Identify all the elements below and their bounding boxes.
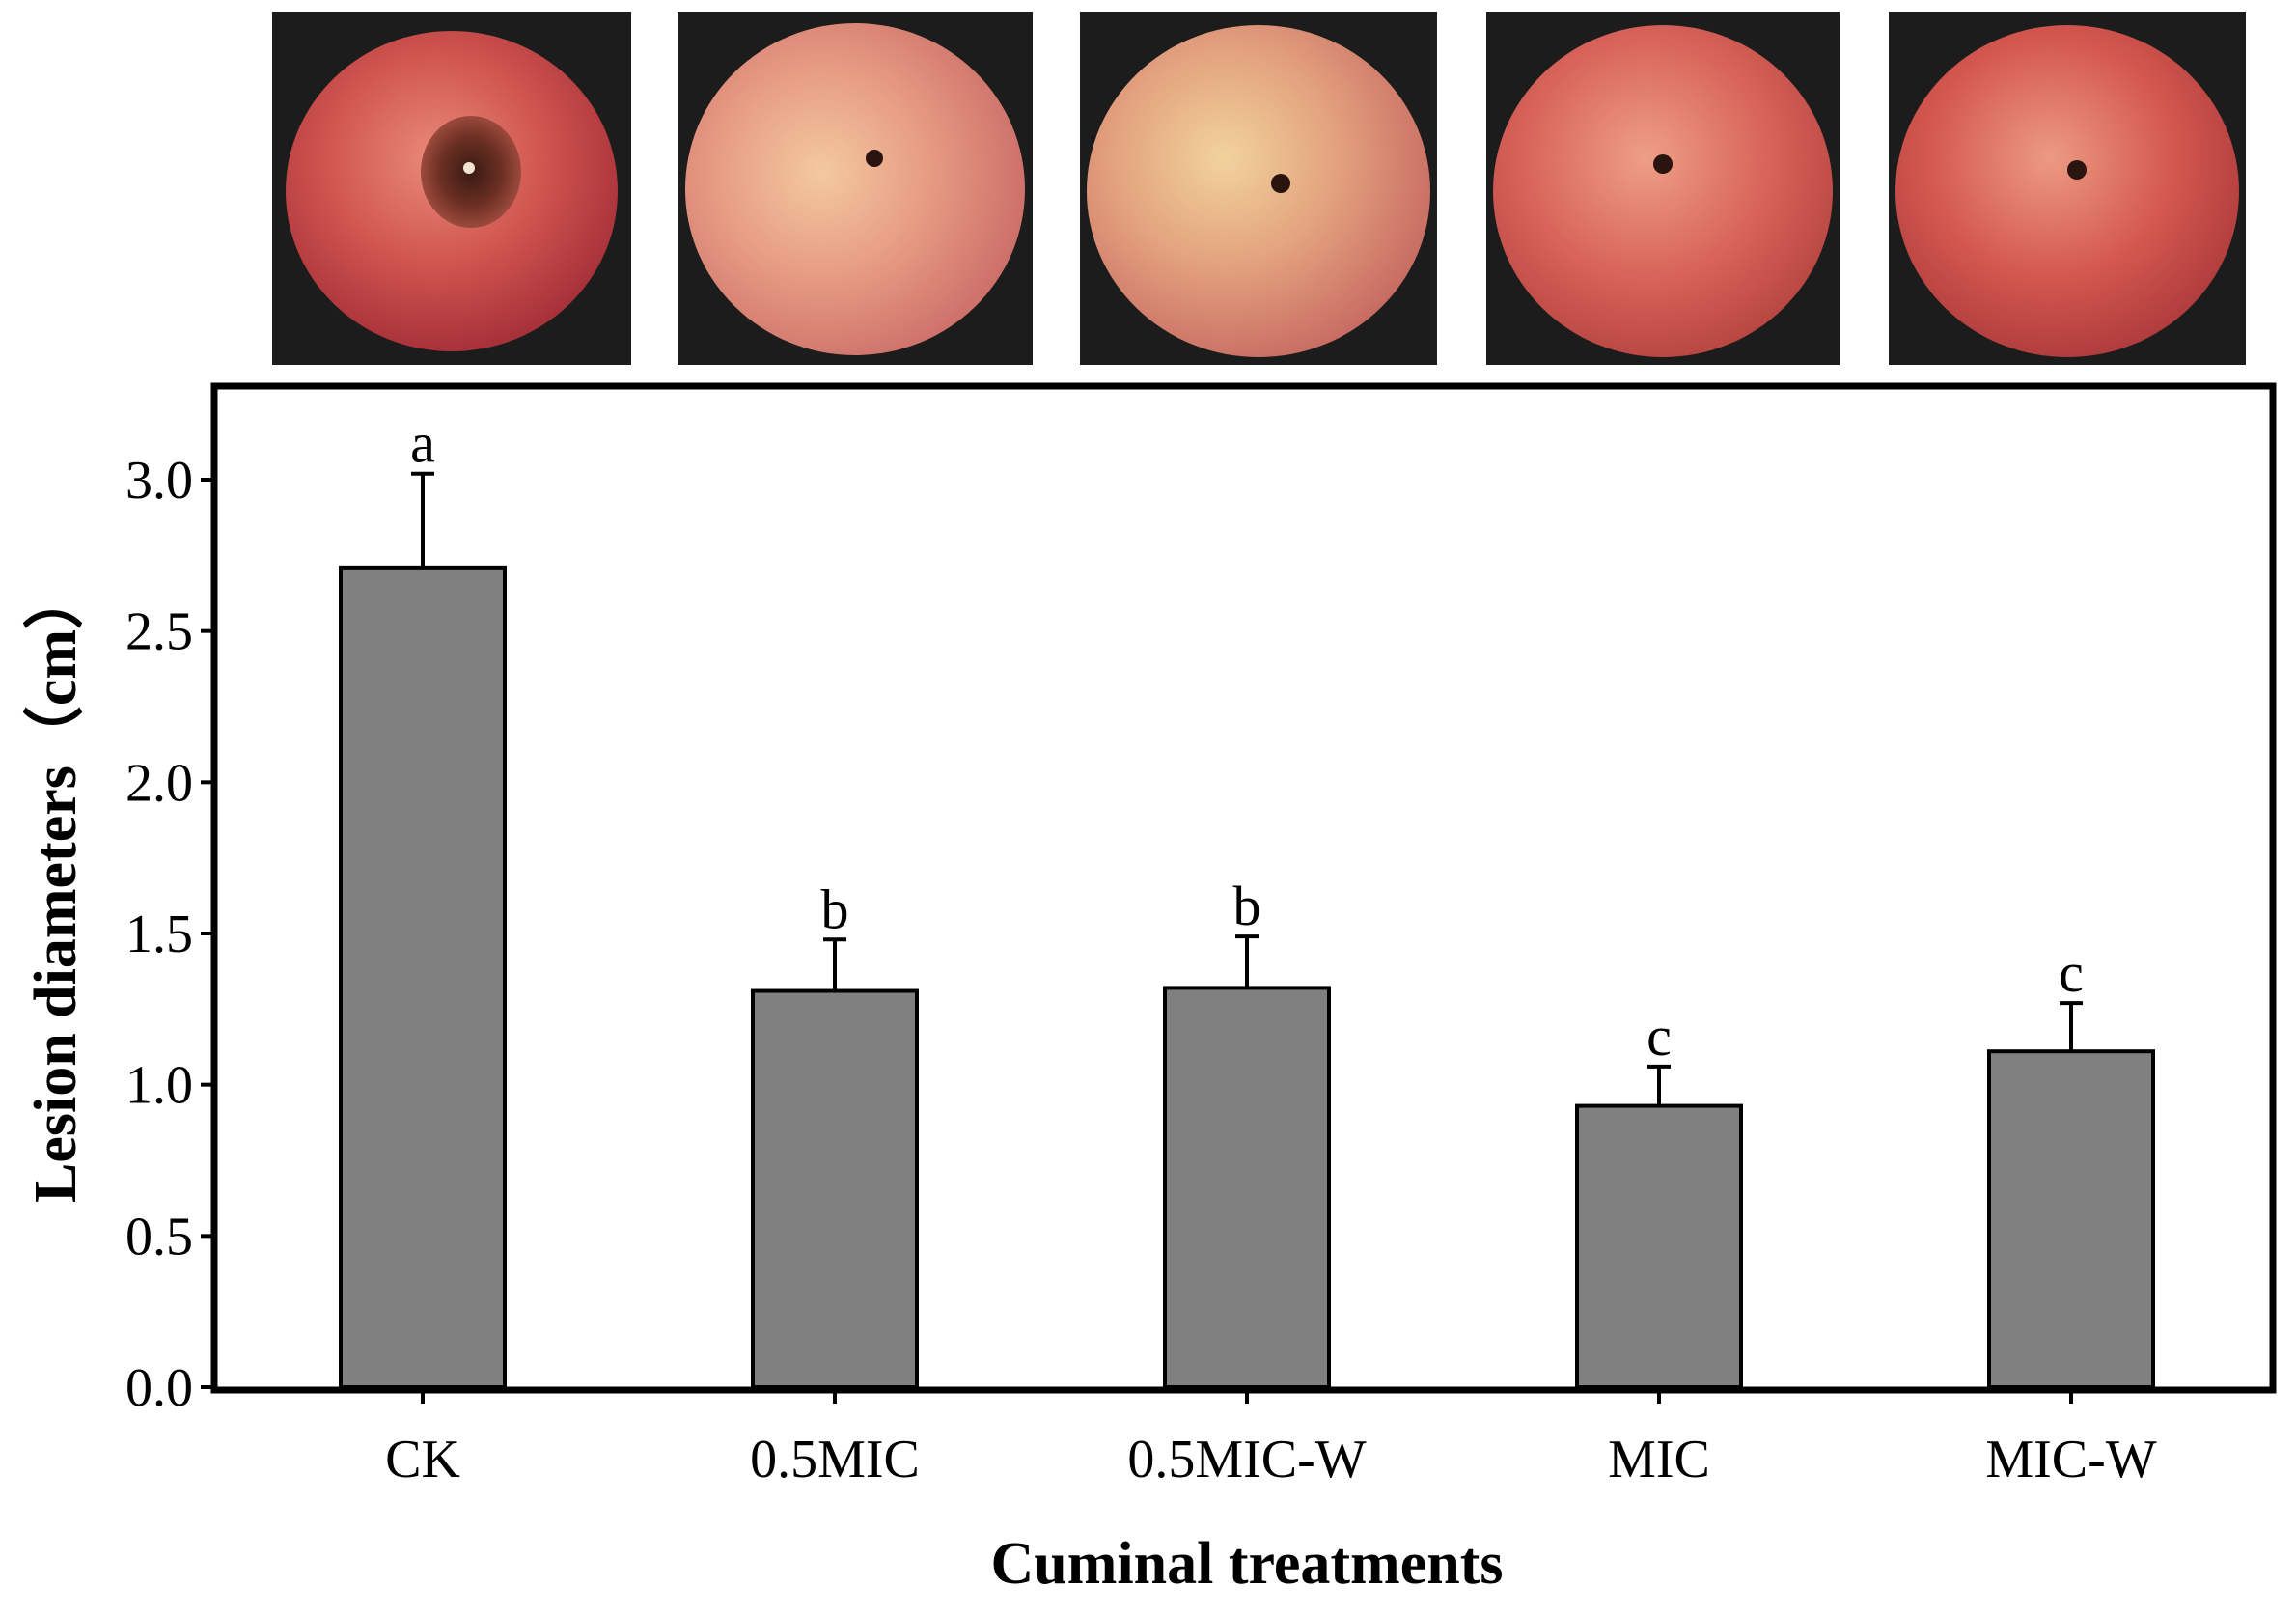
apple-photo-05mic-w bbox=[1080, 12, 1437, 365]
y-tick-label-0: 0.0 bbox=[125, 1358, 193, 1418]
y-tick-label-2: 1.0 bbox=[125, 1056, 193, 1116]
bar-05mic-w bbox=[1163, 986, 1331, 1390]
y-axis-title: Lesion diameters（cm） bbox=[21, 570, 89, 1203]
plot-frame bbox=[210, 382, 2277, 1394]
x-axis: CK 0.5MIC 0.5MIC-W MIC MIC-W bbox=[385, 1390, 2157, 1490]
y-tick-label-4: 2.0 bbox=[125, 753, 193, 813]
significance-labels: a b b c c bbox=[410, 412, 2084, 1068]
y-tick-label-6: 3.0 bbox=[125, 451, 193, 511]
significance-label-05mic: b bbox=[821, 877, 849, 940]
apple-photo-05mic bbox=[678, 12, 1033, 365]
y-tick-label-3: 1.5 bbox=[125, 905, 193, 964]
significance-label-mic: c bbox=[1646, 1005, 1672, 1068]
significance-label-05mic-w: b bbox=[1233, 875, 1261, 937]
apple-mic-image bbox=[1493, 25, 1833, 357]
apple-photo-ck bbox=[272, 12, 631, 365]
x-tick-label-05mic-w: 0.5MIC-W bbox=[1127, 1430, 1366, 1490]
x-tick-label-ck: CK bbox=[385, 1430, 460, 1490]
apple-05mic-image bbox=[685, 23, 1025, 355]
error-bars-layer bbox=[411, 471, 2083, 1106]
x-tick-label-mic: MIC bbox=[1608, 1430, 1710, 1490]
x-tick-label-05mic: 0.5MIC bbox=[750, 1430, 920, 1490]
apple-photo-mic bbox=[1486, 12, 1840, 365]
y-axis: 0.0 0.5 1.0 1.5 2.0 2.5 3.0 bbox=[125, 451, 214, 1418]
bar-05mic bbox=[751, 988, 919, 1389]
bar-ck bbox=[339, 565, 507, 1389]
x-tick-label-mic-w: MIC-W bbox=[1985, 1430, 2156, 1490]
bar-mic bbox=[1575, 1103, 1743, 1389]
x-axis-title: Cuminal treatments bbox=[991, 1531, 1504, 1597]
bars-layer bbox=[339, 565, 2155, 1390]
significance-label-mic-w: c bbox=[2059, 941, 2084, 1004]
apple-mic-w-image bbox=[1895, 25, 2239, 357]
bar-mic-w bbox=[1987, 1049, 2155, 1389]
apple-photo-mic-w bbox=[1889, 12, 2246, 365]
apple-ck-image bbox=[286, 31, 618, 351]
y-tick-label-1: 0.5 bbox=[125, 1207, 193, 1267]
significance-label-ck: a bbox=[410, 412, 435, 475]
apple-05mic-w-image bbox=[1087, 25, 1430, 357]
y-tick-label-5: 2.5 bbox=[125, 602, 193, 662]
